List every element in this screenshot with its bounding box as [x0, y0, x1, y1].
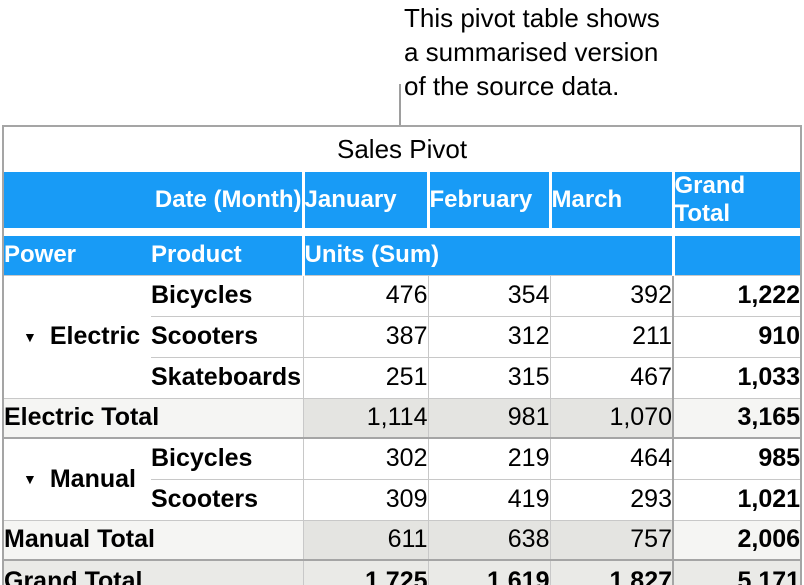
header-february[interactable]: February: [426, 172, 550, 228]
subtotal-cell[interactable]: 1,070: [549, 397, 673, 439]
data-cell[interactable]: 309: [302, 478, 428, 520]
product-cell[interactable]: Skateboards: [151, 356, 303, 398]
header-power[interactable]: Power: [3, 236, 151, 276]
subtotal-cell[interactable]: 638: [427, 519, 550, 561]
data-cell[interactable]: 419: [427, 478, 550, 520]
disclosure-triangle-icon[interactable]: ▼: [23, 328, 37, 345]
subtotal-grand-cell[interactable]: 3,165: [671, 397, 802, 439]
callout-connector-line: [399, 84, 401, 126]
row-total-cell[interactable]: 1,222: [671, 275, 802, 316]
header-grand-total-empty[interactable]: [671, 236, 802, 276]
data-cell[interactable]: 392: [549, 275, 673, 316]
header-january[interactable]: January: [301, 172, 428, 228]
electric-total-label[interactable]: Electric Total: [3, 397, 303, 439]
subtotal-cell[interactable]: 981: [427, 397, 550, 439]
subtotal-cell[interactable]: 757: [549, 519, 673, 561]
row-total-cell[interactable]: 1,021: [671, 478, 802, 520]
row-total-cell[interactable]: 910: [671, 315, 802, 357]
product-cell[interactable]: Scooters: [151, 478, 303, 520]
group-label-manual: Manual: [49, 464, 136, 493]
data-cell[interactable]: 302: [302, 438, 428, 479]
data-cell[interactable]: 476: [302, 275, 428, 316]
subtotal-cell[interactable]: 1,114: [302, 397, 428, 439]
data-cell[interactable]: 467: [549, 356, 673, 398]
manual-total-label[interactable]: Manual Total: [3, 519, 303, 561]
data-cell[interactable]: 219: [427, 438, 550, 479]
callout-annotation: This pivot table shows a summarised vers…: [404, 3, 660, 101]
header-date-month[interactable]: Date (Month): [3, 172, 303, 228]
product-cell[interactable]: Bicycles: [151, 281, 253, 309]
subtotal-cell[interactable]: 611: [302, 519, 428, 561]
disclosure-triangle-icon[interactable]: ▼: [23, 471, 37, 488]
header-gap: [3, 228, 802, 236]
product-cell[interactable]: Bicycles: [151, 444, 253, 473]
data-cell[interactable]: 354: [427, 275, 550, 316]
subtotal-grand-cell[interactable]: 2,006: [671, 519, 802, 561]
header-product[interactable]: Product: [151, 236, 303, 276]
product-cell[interactable]: Scooters: [151, 315, 303, 357]
data-cell[interactable]: 251: [302, 356, 428, 398]
header-units-sum[interactable]: Units (Sum): [301, 236, 673, 276]
data-cell[interactable]: 211: [549, 315, 673, 357]
data-cell[interactable]: 315: [427, 356, 550, 398]
table-title[interactable]: Sales Pivot: [3, 126, 802, 172]
data-cell[interactable]: 293: [549, 478, 673, 520]
group-cell-manual[interactable]: ▼ Manual: [3, 438, 151, 520]
grand-total-sum-cell[interactable]: 5,171: [671, 559, 802, 585]
grand-total-cell[interactable]: 1,827: [549, 559, 673, 585]
row-total-cell[interactable]: 1,033: [671, 356, 802, 398]
group-cell-electric[interactable]: ▼ Electric: [3, 275, 151, 398]
data-cell[interactable]: 464: [549, 438, 673, 479]
sales-pivot-table[interactable]: Sales Pivot Date (Month) January Februar…: [2, 125, 803, 585]
row-total-cell[interactable]: 985: [671, 438, 802, 479]
data-cell[interactable]: 387: [302, 315, 428, 357]
header-march[interactable]: March: [548, 172, 673, 228]
header-grand-total[interactable]: Grand Total: [671, 172, 802, 228]
grand-total-cell[interactable]: 1,725: [302, 559, 428, 585]
data-cell[interactable]: 312: [427, 315, 550, 357]
grand-total-cell[interactable]: 1,619: [427, 559, 550, 585]
grand-total-label[interactable]: Grand Total: [3, 559, 303, 585]
group-label-electric: Electric: [49, 322, 141, 350]
